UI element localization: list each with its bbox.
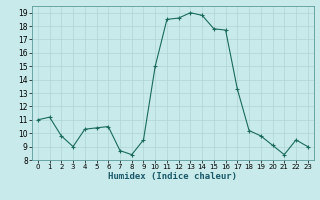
X-axis label: Humidex (Indice chaleur): Humidex (Indice chaleur) — [108, 172, 237, 181]
